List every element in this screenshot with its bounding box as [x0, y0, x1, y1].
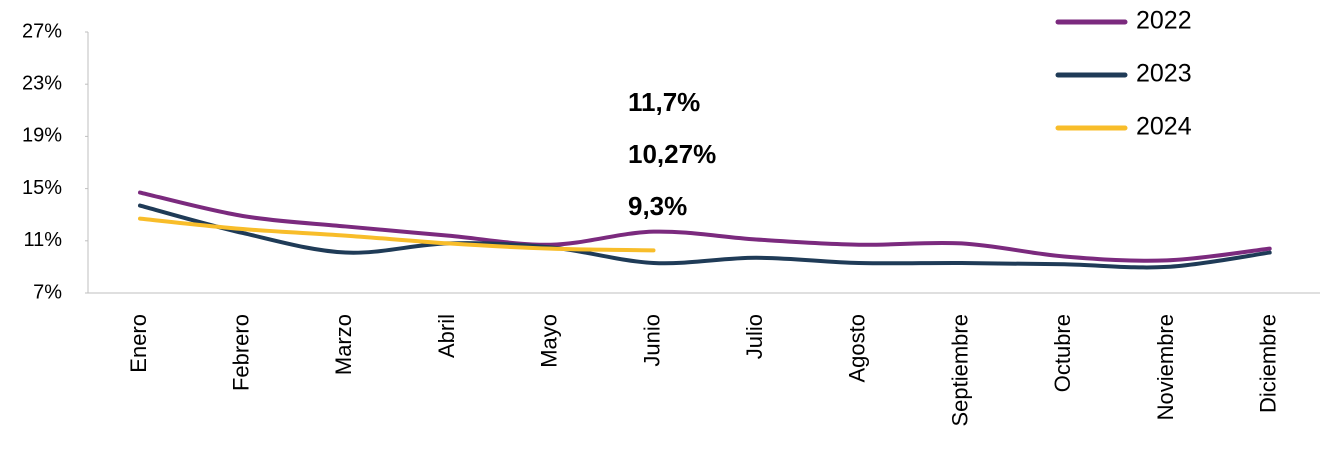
annotation: 10,27%: [628, 139, 716, 169]
series-line: [138, 203, 1272, 270]
y-tick-label: 23%: [22, 72, 62, 94]
y-tick-label: 19%: [22, 125, 62, 147]
annotation: 11,7%: [628, 87, 700, 117]
legend-label: 2024: [1136, 113, 1192, 141]
x-tick-label: Agosto: [845, 314, 870, 383]
series-line: [138, 190, 1272, 263]
x-tick-label: Noviembre: [1153, 314, 1178, 420]
x-tick-label: Junio: [639, 314, 664, 367]
annotation: 9,3%: [628, 191, 687, 221]
x-tick-label: Octubre: [1050, 314, 1075, 392]
y-tick-label: 11%: [23, 229, 62, 251]
y-tick-label: 27%: [22, 20, 62, 42]
x-tick-label: Marzo: [331, 314, 356, 375]
x-tick-label: Diciembre: [1256, 314, 1281, 413]
legend-label: 2022: [1136, 7, 1192, 35]
legend-label: 2023: [1136, 60, 1192, 88]
x-tick-label: Enero: [126, 314, 151, 373]
x-tick-label: Septiembre: [947, 314, 972, 427]
x-tick-label: Abril: [434, 314, 459, 358]
y-tick-label: 15%: [22, 177, 62, 199]
series-line: [138, 216, 656, 253]
x-tick-label: Febrero: [229, 314, 254, 391]
x-tick-label: Julio: [742, 314, 767, 359]
y-tick-label: 7%: [33, 281, 62, 303]
x-tick-label: Mayo: [537, 314, 562, 368]
